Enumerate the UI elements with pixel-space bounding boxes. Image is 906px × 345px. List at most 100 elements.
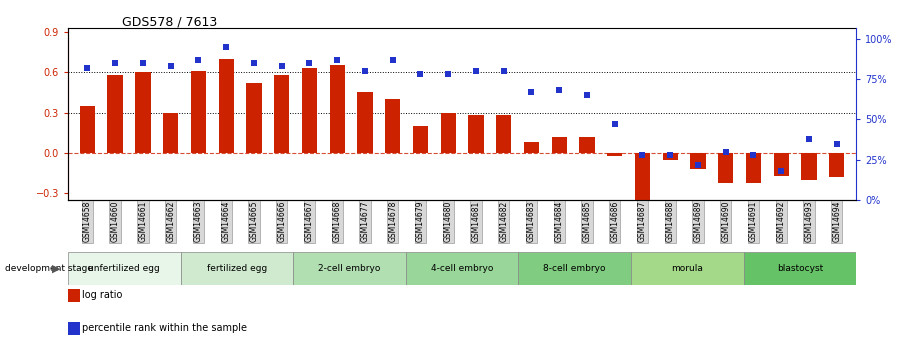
Text: GSM14687: GSM14687 <box>638 201 647 242</box>
Text: GSM14688: GSM14688 <box>666 201 675 242</box>
Text: morula: morula <box>671 264 703 273</box>
Text: GSM14664: GSM14664 <box>222 201 231 242</box>
Text: GSM14677: GSM14677 <box>361 201 370 242</box>
Bar <box>440 112 456 153</box>
Point <box>330 57 344 62</box>
Point <box>552 88 566 93</box>
Text: log ratio: log ratio <box>82 290 123 300</box>
Point <box>246 60 261 66</box>
Bar <box>294 252 406 285</box>
Bar <box>191 71 206 153</box>
Text: development stage: development stage <box>5 264 92 273</box>
Text: GSM14686: GSM14686 <box>611 201 619 242</box>
Bar <box>302 68 317 153</box>
Point <box>303 60 317 66</box>
Bar <box>246 83 262 153</box>
Bar <box>68 252 180 285</box>
Bar <box>135 72 150 153</box>
Point <box>774 168 788 174</box>
Text: GSM14681: GSM14681 <box>471 201 480 242</box>
Text: GSM14678: GSM14678 <box>388 201 397 242</box>
Point <box>747 152 761 158</box>
Point <box>385 57 400 62</box>
Point <box>80 65 94 71</box>
Text: GDS578 / 7613: GDS578 / 7613 <box>122 16 217 29</box>
Text: GSM14668: GSM14668 <box>333 201 342 242</box>
Bar <box>607 153 622 156</box>
Bar <box>274 75 289 153</box>
Point <box>468 68 483 74</box>
Text: blastocyst: blastocyst <box>776 264 823 273</box>
Text: GSM14665: GSM14665 <box>249 201 258 242</box>
Point <box>191 57 206 62</box>
Bar <box>80 106 95 153</box>
Text: GSM14692: GSM14692 <box>776 201 786 242</box>
Text: GSM14693: GSM14693 <box>805 201 814 242</box>
Point <box>830 141 844 146</box>
Point <box>413 72 428 77</box>
Point <box>718 149 733 155</box>
Text: GSM14685: GSM14685 <box>583 201 592 242</box>
Text: GSM14682: GSM14682 <box>499 201 508 242</box>
Point <box>496 68 511 74</box>
Text: GSM14691: GSM14691 <box>749 201 758 242</box>
Bar <box>413 126 428 153</box>
Point <box>219 44 234 50</box>
Bar <box>518 252 631 285</box>
Bar <box>579 137 594 153</box>
Bar <box>631 252 744 285</box>
Bar <box>746 153 761 183</box>
Text: GSM14658: GSM14658 <box>82 201 92 242</box>
Text: GSM14660: GSM14660 <box>111 201 120 242</box>
Point <box>607 121 622 127</box>
Text: GSM14690: GSM14690 <box>721 201 730 242</box>
Text: GSM14667: GSM14667 <box>305 201 313 242</box>
Text: 2-cell embryo: 2-cell embryo <box>318 264 381 273</box>
Bar <box>662 153 678 160</box>
Text: GSM14694: GSM14694 <box>833 201 842 242</box>
Text: ▶: ▶ <box>53 263 61 273</box>
Point <box>358 68 372 74</box>
Point <box>635 152 650 158</box>
Bar <box>357 92 372 153</box>
Text: 8-cell embryo: 8-cell embryo <box>544 264 606 273</box>
Bar <box>406 252 518 285</box>
Text: GSM14689: GSM14689 <box>693 201 702 242</box>
Text: GSM14679: GSM14679 <box>416 201 425 242</box>
Point <box>802 136 816 141</box>
Bar <box>718 153 733 183</box>
Bar <box>330 65 345 153</box>
Text: GSM14666: GSM14666 <box>277 201 286 242</box>
Point <box>275 63 289 69</box>
Point <box>163 63 178 69</box>
Bar <box>385 99 400 153</box>
Bar <box>635 153 651 204</box>
Bar <box>690 153 706 169</box>
Bar <box>829 153 844 177</box>
Point <box>108 60 122 66</box>
Point <box>580 92 594 98</box>
Point <box>690 162 705 167</box>
Point <box>136 60 150 66</box>
Point <box>663 152 678 158</box>
Text: GSM14663: GSM14663 <box>194 201 203 242</box>
Bar <box>552 137 567 153</box>
Point <box>441 72 456 77</box>
Bar <box>524 142 539 153</box>
Bar <box>108 75 123 153</box>
Text: fertilized egg: fertilized egg <box>207 264 267 273</box>
Bar <box>468 115 484 153</box>
Bar <box>744 252 856 285</box>
Text: GSM14662: GSM14662 <box>166 201 175 242</box>
Bar <box>180 252 294 285</box>
Text: GSM14684: GSM14684 <box>554 201 564 242</box>
Text: GSM14661: GSM14661 <box>139 201 148 242</box>
Text: percentile rank within the sample: percentile rank within the sample <box>82 323 247 333</box>
Text: GSM14680: GSM14680 <box>444 201 453 242</box>
Text: unfertilized egg: unfertilized egg <box>89 264 160 273</box>
Bar <box>163 112 178 153</box>
Bar <box>496 115 511 153</box>
Text: 4-cell embryo: 4-cell embryo <box>431 264 493 273</box>
Bar <box>774 153 789 176</box>
Bar <box>218 59 234 153</box>
